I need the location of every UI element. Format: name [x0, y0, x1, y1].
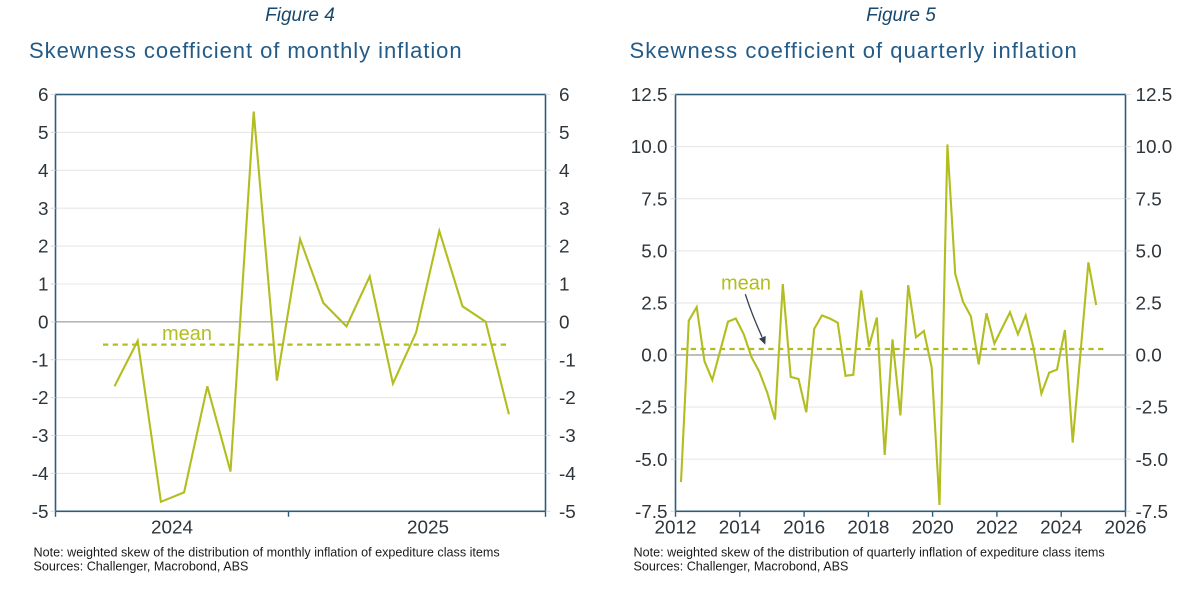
- svg-text:2.5: 2.5: [641, 294, 667, 315]
- svg-text:0.0: 0.0: [641, 346, 667, 367]
- svg-text:-2: -2: [32, 388, 49, 409]
- svg-text:3: 3: [38, 199, 49, 220]
- svg-text:-5.0: -5.0: [635, 450, 668, 471]
- svg-text:5.0: 5.0: [1136, 241, 1162, 262]
- svg-text:10.0: 10.0: [1136, 137, 1173, 158]
- svg-text:Skewness coefficient of monthl: Skewness coefficient of monthly inflatio…: [29, 38, 463, 63]
- svg-text:2: 2: [559, 237, 570, 258]
- svg-text:Figure 5: Figure 5: [866, 5, 936, 26]
- svg-text:1: 1: [38, 275, 49, 296]
- svg-text:2024: 2024: [151, 517, 193, 538]
- svg-text:Note: weighted skew of the dis: Note: weighted skew of the distribution …: [34, 546, 500, 560]
- svg-text:10.0: 10.0: [631, 137, 668, 158]
- svg-text:mean: mean: [162, 323, 212, 345]
- svg-text:2016: 2016: [783, 517, 825, 538]
- svg-text:-2.5: -2.5: [1136, 398, 1169, 419]
- svg-text:7.5: 7.5: [641, 189, 667, 210]
- svg-text:2012: 2012: [654, 517, 696, 538]
- svg-text:1: 1: [559, 275, 570, 296]
- svg-text:-5: -5: [559, 502, 576, 523]
- svg-text:-2.5: -2.5: [635, 398, 668, 419]
- svg-text:2020: 2020: [912, 517, 954, 538]
- svg-text:-4: -4: [32, 464, 49, 485]
- svg-text:-5: -5: [32, 502, 49, 523]
- svg-text:-7.5: -7.5: [635, 502, 668, 523]
- svg-text:-3: -3: [32, 426, 49, 447]
- svg-text:0.0: 0.0: [1136, 346, 1162, 367]
- svg-text:2025: 2025: [407, 517, 449, 538]
- svg-text:4: 4: [38, 161, 49, 182]
- svg-text:2018: 2018: [847, 517, 889, 538]
- svg-text:5: 5: [559, 123, 570, 144]
- svg-text:-4: -4: [559, 464, 576, 485]
- svg-text:2026: 2026: [1104, 517, 1146, 538]
- svg-text:Note: weighted skew of the dis: Note: weighted skew of the distribution …: [634, 546, 1105, 560]
- svg-text:7.5: 7.5: [1136, 189, 1162, 210]
- svg-text:4: 4: [559, 161, 570, 182]
- svg-text:Skewness coefficient of quarte: Skewness coefficient of quarterly inflat…: [630, 38, 1078, 63]
- svg-text:-7.5: -7.5: [1136, 502, 1169, 523]
- svg-text:3: 3: [559, 199, 570, 220]
- svg-text:-5.0: -5.0: [1136, 450, 1169, 471]
- svg-text:0: 0: [559, 312, 570, 333]
- svg-text:2: 2: [38, 237, 49, 258]
- svg-text:-3: -3: [559, 426, 576, 447]
- svg-text:12.5: 12.5: [631, 85, 668, 106]
- svg-text:2.5: 2.5: [1136, 294, 1162, 315]
- svg-text:-1: -1: [32, 350, 49, 371]
- svg-text:0: 0: [38, 312, 49, 333]
- svg-text:Sources: Challenger, Macrobond: Sources: Challenger, Macrobond, ABS: [34, 560, 249, 574]
- svg-text:2024: 2024: [1040, 517, 1082, 538]
- svg-text:5.0: 5.0: [641, 241, 667, 262]
- svg-text:-1: -1: [559, 350, 576, 371]
- svg-text:Figure 4: Figure 4: [265, 5, 335, 26]
- svg-text:Sources: Challenger, Macrobond: Sources: Challenger, Macrobond, ABS: [634, 560, 849, 574]
- svg-text:12.5: 12.5: [1136, 85, 1173, 106]
- svg-text:2022: 2022: [976, 517, 1018, 538]
- svg-text:6: 6: [559, 85, 570, 106]
- svg-text:5: 5: [38, 123, 49, 144]
- svg-text:-2: -2: [559, 388, 576, 409]
- svg-text:2014: 2014: [719, 517, 761, 538]
- svg-text:6: 6: [38, 85, 49, 106]
- svg-text:mean: mean: [721, 273, 771, 295]
